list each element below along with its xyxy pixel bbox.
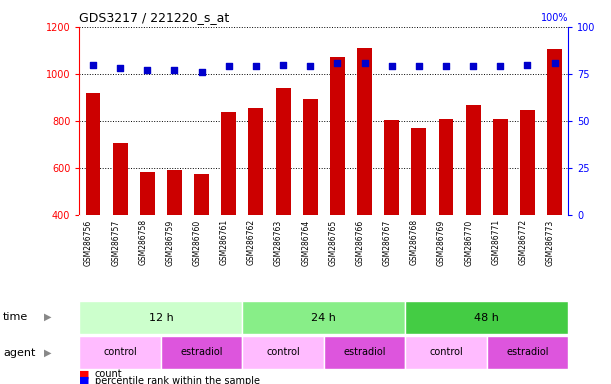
Text: 100%: 100% [541,13,568,23]
Text: ■: ■ [79,369,90,379]
Point [550,60,560,66]
Text: GSM286767: GSM286767 [382,219,392,266]
Text: GSM286760: GSM286760 [192,219,202,266]
Bar [161,336,243,369]
Bar [439,119,453,215]
Text: estradiol: estradiol [507,347,549,358]
Point [496,63,505,70]
Bar [221,112,236,215]
Text: GSM286762: GSM286762 [247,219,256,265]
Bar [243,301,405,334]
Text: 24 h: 24 h [312,313,336,323]
Text: control: control [103,347,137,358]
Point [170,67,180,73]
Text: GSM286759: GSM286759 [166,219,175,266]
Bar [411,128,426,215]
Point [441,63,451,70]
Text: time: time [3,312,28,322]
Text: GSM286756: GSM286756 [84,219,93,266]
Text: GSM286769: GSM286769 [437,219,446,266]
Bar [276,88,291,215]
Text: estradiol: estradiol [180,347,223,358]
Point [414,63,424,70]
Point [387,63,397,70]
Text: control: control [266,347,300,358]
Text: GSM286761: GSM286761 [220,219,229,265]
Bar [487,336,568,369]
Point [522,61,532,68]
Bar [405,336,487,369]
Point [332,60,342,66]
Point [224,63,233,70]
Bar [547,49,562,215]
Text: GSM286764: GSM286764 [301,219,310,266]
Text: GSM286772: GSM286772 [519,219,527,265]
Text: GSM286757: GSM286757 [111,219,120,266]
Text: GSM286773: GSM286773 [546,219,555,266]
Bar [79,336,161,369]
Point [360,60,370,66]
Bar [86,93,100,215]
Bar [303,99,318,215]
Text: 12 h: 12 h [148,313,174,323]
Bar [140,172,155,215]
Bar [324,336,405,369]
Text: GSM286758: GSM286758 [138,219,147,265]
Bar [357,48,372,215]
Bar [79,301,243,334]
Bar [520,110,535,215]
Text: GSM286763: GSM286763 [274,219,283,266]
Text: GDS3217 / 221220_s_at: GDS3217 / 221220_s_at [79,11,230,24]
Bar [243,336,324,369]
Text: GSM286765: GSM286765 [328,219,337,266]
Bar [194,174,209,215]
Text: estradiol: estradiol [343,347,386,358]
Text: count: count [95,369,122,379]
Point [115,65,125,71]
Text: GSM286770: GSM286770 [464,219,473,266]
Text: ▶: ▶ [45,312,52,322]
Text: GSM286768: GSM286768 [410,219,419,265]
Text: ▶: ▶ [45,348,52,358]
Text: percentile rank within the sample: percentile rank within the sample [95,376,260,384]
Bar [466,106,481,215]
Text: GSM286771: GSM286771 [491,219,500,265]
Point [142,67,152,73]
Bar [249,108,263,215]
Point [197,69,207,75]
Bar [330,58,345,215]
Text: 48 h: 48 h [474,313,499,323]
Bar [112,143,128,215]
Text: GSM286766: GSM286766 [356,219,365,266]
Point [468,63,478,70]
Bar [405,301,568,334]
Point [278,61,288,68]
Text: control: control [429,347,463,358]
Text: agent: agent [3,348,35,358]
Bar [384,120,399,215]
Point [306,63,315,70]
Text: ■: ■ [79,376,90,384]
Point [251,63,261,70]
Point [88,61,98,68]
Bar [493,119,508,215]
Bar [167,170,182,215]
